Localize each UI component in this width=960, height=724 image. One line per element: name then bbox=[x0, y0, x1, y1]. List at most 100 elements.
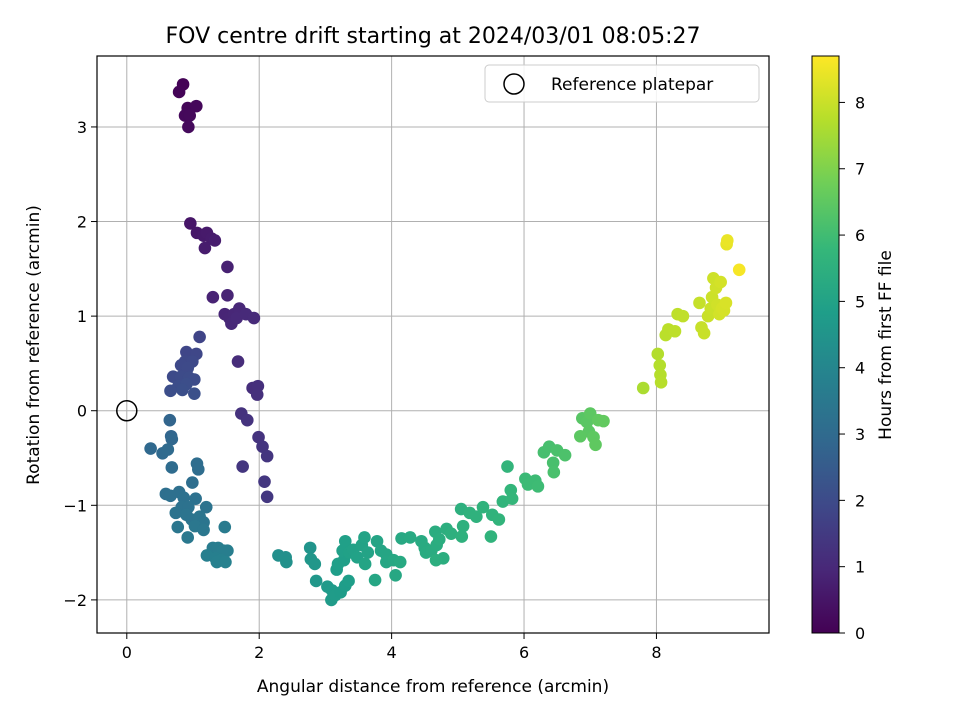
y-axis-label: Rotation from reference (arcmin) bbox=[24, 205, 44, 485]
colorbar-tick-label: 3 bbox=[855, 425, 865, 444]
data-point bbox=[720, 234, 734, 247]
y-tick-label: −2 bbox=[63, 591, 87, 610]
data-point bbox=[193, 330, 206, 344]
reference-platepar-marker bbox=[116, 399, 138, 422]
data-point bbox=[258, 475, 271, 488]
data-point bbox=[368, 573, 382, 587]
data-point bbox=[164, 384, 177, 398]
data-point bbox=[456, 519, 470, 533]
data-point bbox=[361, 546, 375, 559]
data-points bbox=[144, 78, 746, 607]
data-point bbox=[256, 440, 269, 453]
data-point bbox=[370, 534, 384, 548]
colorbar-tick-label: 1 bbox=[855, 558, 865, 577]
y-tick-label: 2 bbox=[77, 213, 87, 232]
data-point bbox=[197, 523, 210, 537]
data-point bbox=[186, 476, 199, 489]
data-point bbox=[240, 413, 254, 427]
data-point bbox=[247, 311, 261, 325]
data-point bbox=[668, 324, 682, 338]
data-point bbox=[693, 296, 706, 310]
data-point bbox=[505, 492, 519, 505]
x-tick-label: 8 bbox=[651, 643, 661, 662]
legend-reference-marker bbox=[503, 73, 525, 95]
data-point bbox=[250, 388, 264, 401]
y-tick-label: −1 bbox=[63, 496, 87, 515]
data-point bbox=[455, 530, 469, 543]
data-point bbox=[181, 361, 195, 375]
data-point bbox=[161, 443, 175, 456]
data-point bbox=[190, 99, 203, 113]
data-point bbox=[206, 290, 220, 304]
data-point bbox=[169, 506, 183, 520]
data-point bbox=[218, 520, 232, 534]
x-axis-label: Angular distance from reference (arcmin) bbox=[257, 677, 609, 697]
data-point bbox=[176, 383, 189, 397]
data-point bbox=[389, 569, 402, 582]
data-point bbox=[303, 541, 317, 555]
y-tick-label: 1 bbox=[77, 307, 87, 326]
colorbar-tick-label: 5 bbox=[855, 292, 865, 311]
colorbar-tick-label: 7 bbox=[855, 160, 865, 179]
legend-box bbox=[484, 64, 760, 103]
data-point bbox=[165, 461, 179, 474]
data-point bbox=[342, 574, 355, 588]
data-point bbox=[654, 376, 668, 389]
x-tick-label: 6 bbox=[519, 643, 529, 662]
y-axis-ticks: −2 −1 0 1 2 3 bbox=[63, 118, 97, 610]
grid bbox=[97, 56, 769, 633]
data-point bbox=[221, 289, 234, 302]
colorbar-ticks: 0 1 2 3 4 5 6 7 8 bbox=[839, 93, 865, 643]
data-point bbox=[171, 520, 185, 534]
data-point bbox=[429, 553, 443, 567]
colorbar-tick-label: 8 bbox=[855, 93, 865, 112]
data-point bbox=[597, 414, 610, 428]
data-point bbox=[144, 442, 157, 455]
data-point bbox=[219, 555, 232, 569]
data-point bbox=[177, 491, 191, 505]
data-point bbox=[252, 430, 265, 444]
data-point bbox=[183, 109, 196, 122]
data-point bbox=[676, 309, 690, 323]
data-point bbox=[172, 85, 186, 99]
data-point bbox=[651, 347, 665, 361]
colorbar: 0 1 2 3 4 5 6 7 8 Hours from first FF file bbox=[811, 55, 896, 643]
data-point bbox=[444, 527, 458, 540]
data-point bbox=[308, 557, 322, 571]
data-point bbox=[358, 557, 372, 571]
data-point bbox=[501, 460, 514, 473]
data-point bbox=[309, 574, 323, 588]
data-point bbox=[189, 492, 202, 505]
data-point bbox=[198, 241, 212, 255]
data-point bbox=[191, 463, 205, 476]
data-point bbox=[208, 234, 222, 247]
data-point bbox=[165, 432, 179, 446]
x-tick-label: 0 bbox=[122, 643, 132, 662]
data-point bbox=[546, 456, 560, 470]
data-point bbox=[221, 260, 234, 274]
colorbar-label: Hours from first FF file bbox=[876, 250, 896, 440]
data-point bbox=[470, 510, 483, 523]
data-point bbox=[589, 438, 602, 452]
colorbar-tick-label: 6 bbox=[855, 226, 865, 245]
data-point bbox=[547, 465, 561, 479]
data-point bbox=[719, 296, 733, 310]
data-point bbox=[163, 413, 177, 427]
plot-frame bbox=[96, 55, 770, 634]
colorbar-tick-label: 4 bbox=[855, 359, 865, 378]
legend-label: Reference platepar bbox=[551, 75, 713, 95]
data-point bbox=[358, 531, 371, 544]
y-tick-label: 0 bbox=[77, 402, 87, 421]
data-point bbox=[432, 533, 446, 546]
plot-area bbox=[96, 55, 770, 634]
data-point bbox=[484, 530, 498, 543]
data-point bbox=[180, 345, 193, 359]
data-point bbox=[338, 534, 352, 548]
colorbar-gradient bbox=[811, 55, 840, 634]
data-point bbox=[184, 217, 197, 230]
data-point bbox=[476, 500, 490, 514]
data-point bbox=[732, 263, 746, 277]
data-point bbox=[231, 355, 245, 368]
data-point bbox=[199, 500, 213, 514]
